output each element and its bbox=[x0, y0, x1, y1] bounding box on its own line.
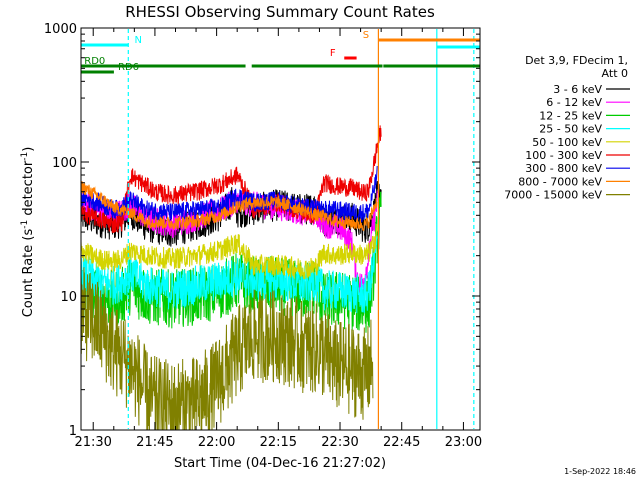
footer-date: 1-Sep-2022 18:46 bbox=[564, 467, 636, 476]
plot-frame bbox=[80, 27, 481, 431]
plot-area: N RD0 RD6 F S bbox=[80, 27, 481, 431]
y-tick-label-1000: 1000 bbox=[44, 22, 77, 37]
legend-label-800-7000-kev: 800 - 7000 keV bbox=[518, 175, 602, 188]
x-tick-label-23-00: 23:00 bbox=[445, 435, 482, 450]
y-axis-ticks: 1 10 100 1000 bbox=[44, 22, 480, 439]
legend-label-300-800-kev: 300 - 800 keV bbox=[525, 162, 602, 175]
legend-header-line-2: Att 0 bbox=[602, 67, 628, 80]
x-axis-ticks: 21:30 21:45 22:00 22:15 22:30 22:45 23:00 bbox=[74, 28, 482, 450]
x-tick-label-22-15: 22:15 bbox=[260, 435, 297, 450]
legend-label-25-50-kev: 25 - 50 keV bbox=[539, 123, 602, 136]
x-tick-label-21-45: 21:45 bbox=[136, 435, 173, 450]
y-tick-label-10: 10 bbox=[60, 290, 77, 305]
legend-label-3-6-kev: 3 - 6 keV bbox=[553, 83, 602, 96]
y-axis-label: Count Rate (s-1 detector-1) bbox=[20, 147, 36, 318]
legend-label-7000-15000-kev: 7000 - 15000 keV bbox=[504, 189, 602, 202]
series-line-7000-15000-kev bbox=[81, 267, 374, 430]
legend-label-12-25-kev: 12 - 25 keV bbox=[539, 109, 602, 122]
legend-label-6-12-kev: 6 - 12 keV bbox=[546, 96, 602, 109]
x-axis-label: Start Time (04-Dec-16 21:27:02) bbox=[174, 456, 386, 471]
legend-label-100-300-kev: 100 - 300 keV bbox=[525, 149, 602, 162]
series-line-800-7000-kev bbox=[81, 181, 378, 232]
chart-title: RHESSI Observing Summary Count Rates bbox=[125, 3, 435, 21]
y-tick-label-100: 100 bbox=[52, 156, 77, 171]
x-tick-label-21-30: 21:30 bbox=[74, 435, 111, 450]
flag-label-f: F bbox=[330, 48, 336, 59]
flag-label-s: S bbox=[363, 30, 369, 41]
series-group bbox=[81, 125, 382, 430]
x-tick-label-22-45: 22:45 bbox=[383, 435, 420, 450]
series-line-300-800-kev bbox=[81, 165, 378, 223]
x-tick-label-22-00: 22:00 bbox=[198, 435, 235, 450]
flag-label-rd6: RD6 bbox=[118, 62, 139, 73]
legend-label-50-100-kev: 50 - 100 keV bbox=[532, 136, 602, 149]
series-line-100-300-kev bbox=[81, 125, 382, 233]
flag-label-rd0: RD0 bbox=[84, 56, 105, 67]
series-line-50-100-kev bbox=[81, 223, 378, 280]
y-tick-label-1: 1 bbox=[69, 424, 77, 439]
legend-header-line-1: Det 3,9, FDecim 1, bbox=[525, 54, 628, 67]
series-line-25-50-kev bbox=[81, 235, 378, 314]
flag-label-n: N bbox=[134, 35, 141, 46]
x-tick-label-22-30: 22:30 bbox=[321, 435, 358, 450]
